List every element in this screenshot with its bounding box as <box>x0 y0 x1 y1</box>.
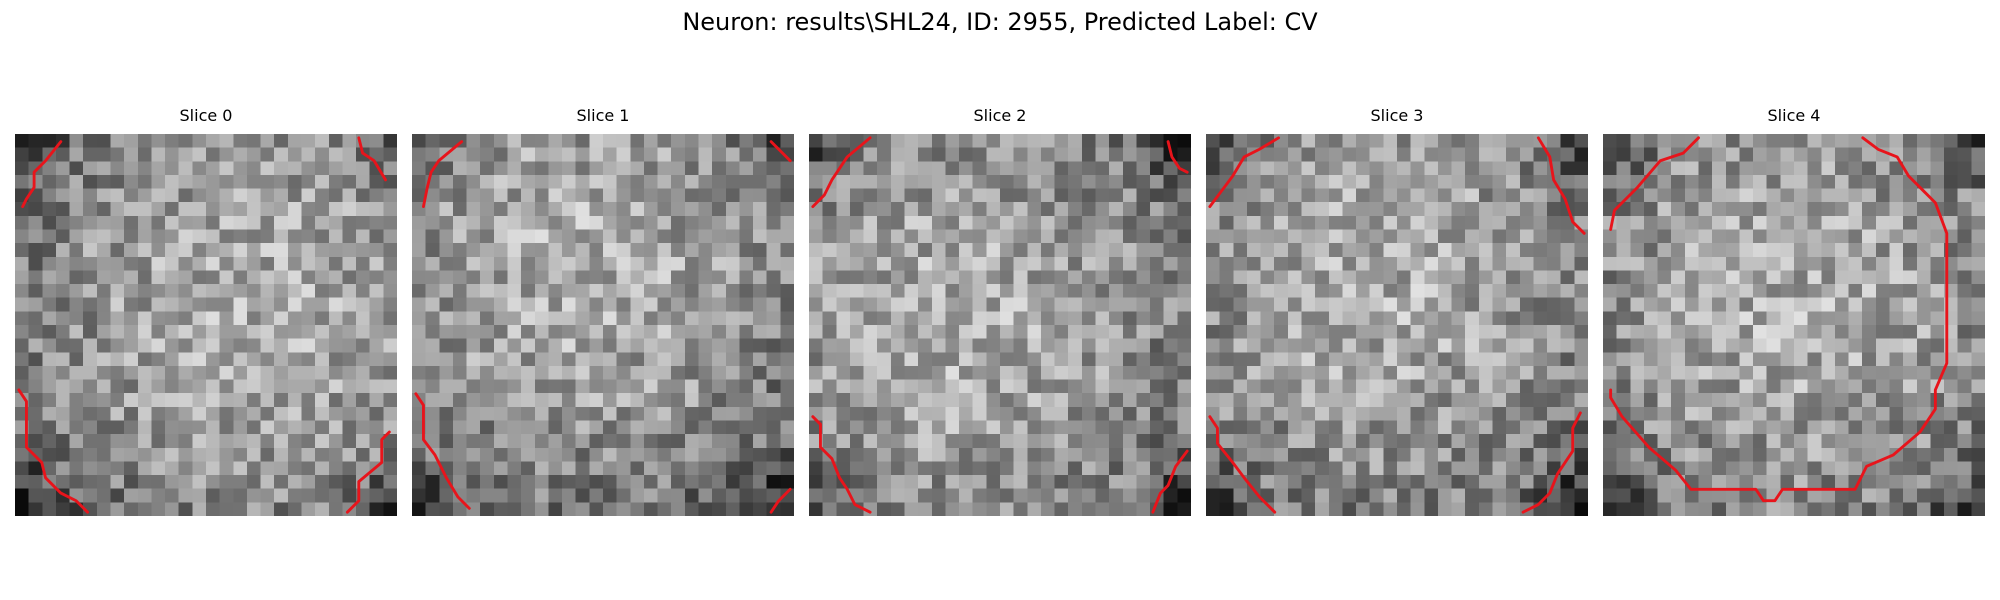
pixel-grid <box>15 134 397 516</box>
contour-line-2 <box>811 415 872 514</box>
figure-title: Neuron: results\SHL24, ID: 2955, Predict… <box>682 8 1318 36</box>
contour-line-1 <box>1536 136 1586 235</box>
contour-line-0 <box>1208 136 1281 209</box>
slice-title-4: Slice 4 <box>1767 106 1821 125</box>
slice-title-2: Slice 2 <box>973 106 1027 125</box>
contour-line-3 <box>769 487 792 514</box>
contour-line-2 <box>1208 415 1277 514</box>
contour-line-2 <box>414 392 471 510</box>
slice-image-3 <box>1206 134 1588 516</box>
slice-image-0 <box>15 134 397 516</box>
contour-line-0 <box>422 140 464 209</box>
contour-line-0 <box>1609 136 1700 231</box>
contour-line-3 <box>1151 449 1189 514</box>
slice-image-1 <box>412 134 794 516</box>
contour-line-1 <box>769 140 792 163</box>
contour-line-1 <box>1166 140 1189 174</box>
slice-title-0: Slice 0 <box>179 106 233 125</box>
slice-image-4 <box>1603 134 1985 516</box>
pixel-grid <box>1206 134 1588 516</box>
contour-line-0 <box>811 136 872 209</box>
pixel-grid <box>809 134 1191 516</box>
contour-line-1 <box>357 136 387 182</box>
contour-line-2 <box>17 388 90 514</box>
slice-title-3: Slice 3 <box>1370 106 1424 125</box>
contour-line-1 <box>1609 136 1949 503</box>
pixel-grid <box>412 134 794 516</box>
contour-line-3 <box>1521 411 1582 514</box>
contour-line-3 <box>345 430 391 514</box>
contour-line-0 <box>21 140 63 209</box>
slice-title-1: Slice 1 <box>576 106 630 125</box>
slice-image-2 <box>809 134 1191 516</box>
